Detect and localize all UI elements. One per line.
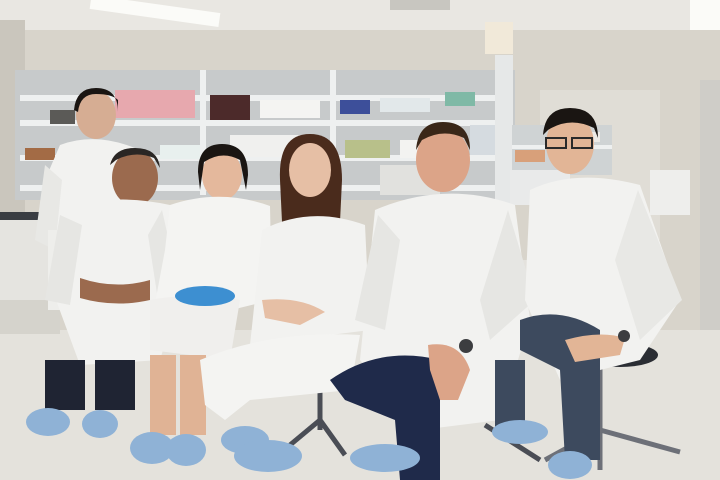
person-5-seated-man bbox=[330, 122, 535, 480]
person-6-seated-man-glasses bbox=[492, 108, 682, 479]
person-3-seated-woman-gloves bbox=[130, 144, 272, 466]
person-2-seated-man bbox=[26, 148, 180, 438]
person-4-seated-woman-center bbox=[200, 134, 370, 472]
